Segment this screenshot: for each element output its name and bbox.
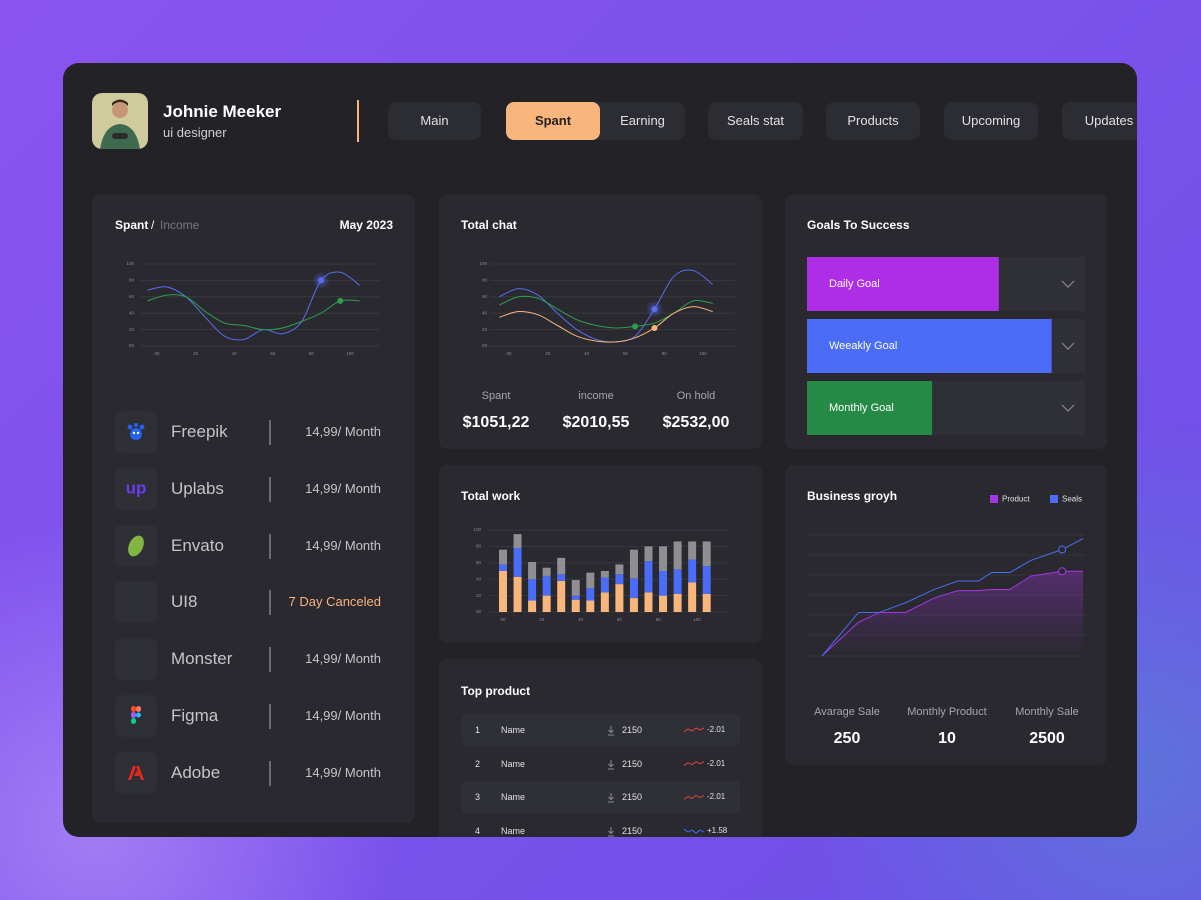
card-title: Spant xyxy=(115,218,149,232)
row-downloads: 2150 xyxy=(622,725,643,735)
service-price: 14,99/ Month xyxy=(305,708,381,723)
stat-label: Spant xyxy=(481,390,511,402)
service-name: UI8 xyxy=(171,592,198,612)
tab[interactable] xyxy=(388,102,481,140)
profile-name: Johnie Meeker xyxy=(163,102,282,121)
goal-label[interactable]: Daily Goal xyxy=(829,278,880,290)
stat-label: Monthly Product xyxy=(907,706,987,718)
card-title: Total work xyxy=(461,489,521,503)
tab[interactable] xyxy=(708,102,803,140)
stat-label: income xyxy=(578,390,614,402)
profile-role: ui designer xyxy=(163,125,227,140)
service-name: Uplabs xyxy=(171,478,224,498)
dashboard: up 00 20 40 60 80 100 00 20 40 60 80 100 00 20 40 60 80 1… xyxy=(63,63,1137,837)
stat-label: Monthly Sale xyxy=(1015,706,1079,718)
card-title: Top product xyxy=(461,684,531,698)
card-subtitle: Income xyxy=(160,218,200,232)
row-name: Name xyxy=(501,758,526,769)
goal-label[interactable]: Weeakly Goal xyxy=(829,340,898,352)
service-name: Adobe xyxy=(171,762,221,782)
tab-label[interactable]: Upcoming xyxy=(961,113,1021,128)
row-rank: 3 xyxy=(475,792,481,803)
goal-label[interactable]: Monthly Goal xyxy=(829,402,894,414)
stat-label: On hold xyxy=(676,390,716,402)
card-title: Goals To Success xyxy=(807,218,910,232)
stat-value: 250 xyxy=(833,730,861,747)
tab-active[interactable] xyxy=(506,102,600,140)
service-name: Figma xyxy=(171,706,219,725)
tab[interactable] xyxy=(1062,102,1137,140)
card-title: Total chat xyxy=(461,218,517,232)
stat-value: $2010,55 xyxy=(562,414,630,431)
row-name: Name xyxy=(501,725,526,735)
service-price: 14,99/ Month xyxy=(305,764,381,780)
stat-value: $1051,22 xyxy=(462,414,530,431)
row-change: -2.01 xyxy=(707,725,726,734)
tab-label[interactable]: Products xyxy=(847,113,899,128)
stat-label: Avarage Sale xyxy=(814,706,880,718)
avatar xyxy=(92,93,148,149)
row-change: +1.58 xyxy=(707,826,728,836)
tab-label[interactable]: Earning xyxy=(620,113,665,128)
row-name: Name xyxy=(501,792,526,803)
row-downloads: 2150 xyxy=(622,792,643,803)
row-downloads: 2150 xyxy=(622,826,643,837)
card-title: Business groyh xyxy=(807,489,898,503)
tab[interactable] xyxy=(944,102,1038,140)
title-separator: / xyxy=(151,218,155,232)
service-name: Monster xyxy=(171,649,233,669)
service-price: 14,99/ Month xyxy=(305,651,381,667)
card-date: May 2023 xyxy=(339,218,393,232)
tab[interactable] xyxy=(826,102,920,140)
row-downloads: 2150 xyxy=(622,758,643,769)
tab-label[interactable]: Spant xyxy=(534,113,572,128)
tab-label[interactable]: Updates xyxy=(1084,113,1134,128)
row-change: -2.01 xyxy=(707,758,726,768)
row-change: -2.01 xyxy=(707,792,726,802)
service-name: Freepik xyxy=(171,422,228,441)
stat-value: 10 xyxy=(938,730,956,747)
row-name: Name xyxy=(501,826,526,837)
tab-label[interactable]: Seals stat xyxy=(726,113,785,128)
service-name: Envato xyxy=(171,535,224,555)
tab-label[interactable]: Main xyxy=(420,113,449,128)
service-price: 14,99/ Month xyxy=(305,424,381,439)
row-rank: 1 xyxy=(475,725,481,735)
service-price: 14,99/ Month xyxy=(305,480,381,496)
stat-value: $2532,00 xyxy=(662,414,730,431)
row-rank: 2 xyxy=(475,758,481,769)
stat-value: 2500 xyxy=(1029,730,1065,747)
row-rank: 4 xyxy=(475,826,481,837)
service-price: 7 Day Canceled xyxy=(288,594,382,610)
service-price: 14,99/ Month xyxy=(305,537,381,553)
